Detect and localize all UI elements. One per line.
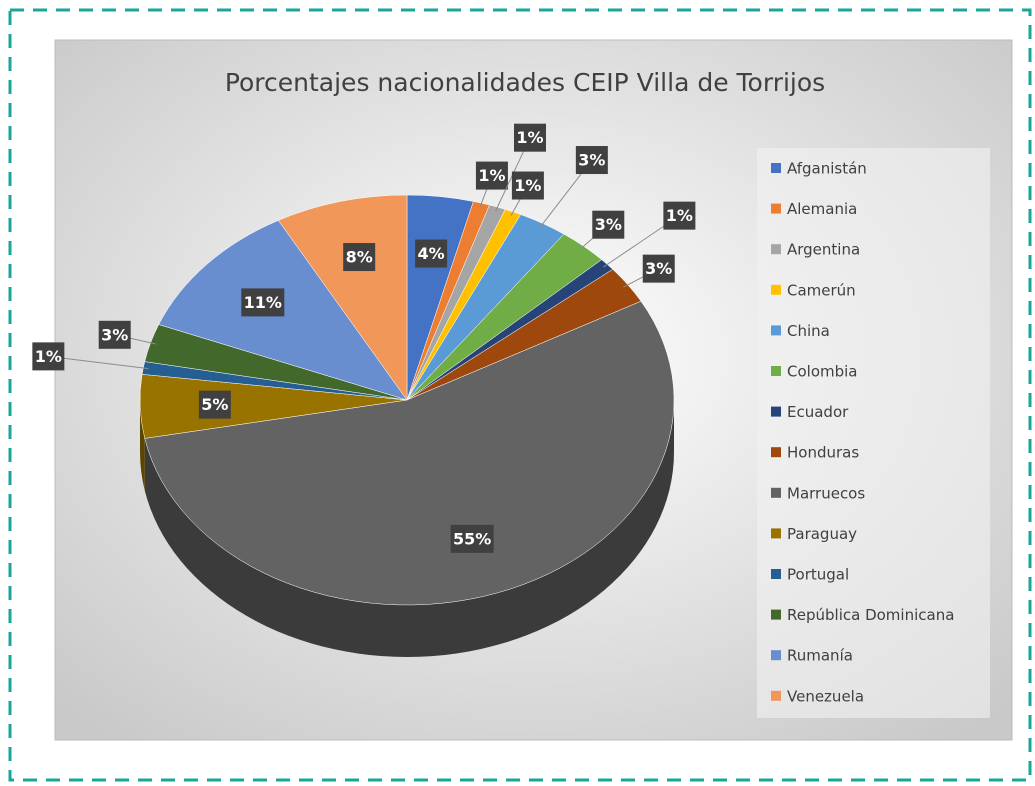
data-label: 1%: [514, 176, 541, 195]
legend-label: Honduras: [787, 444, 859, 462]
legend-label: Rumanía: [787, 647, 853, 665]
legend-swatch: [771, 528, 781, 539]
legend-label: Argentina: [787, 241, 860, 259]
label-box: [663, 201, 696, 230]
legend-label: China: [787, 322, 830, 340]
data-label: 1%: [666, 206, 693, 225]
label-box: [343, 243, 376, 272]
data-label: 1%: [478, 166, 505, 185]
data-label: 3%: [595, 215, 622, 234]
slice: [144, 300, 675, 606]
legend-swatch: [771, 406, 781, 417]
legend-swatch: [771, 163, 781, 173]
data-label: 1%: [35, 347, 62, 366]
label-box: [575, 146, 608, 175]
label-box: [198, 390, 231, 419]
slice-side: [144, 400, 674, 658]
legend-swatch: [771, 569, 781, 579]
legend-swatch: [771, 609, 781, 620]
legend-label: Paraguay: [787, 525, 857, 543]
label-box: [450, 524, 494, 553]
data-label: 4%: [418, 244, 445, 263]
label-box: [514, 123, 547, 152]
legend-label: Portugal: [787, 566, 849, 584]
legend: [757, 148, 990, 718]
legend-swatch: [771, 244, 781, 255]
label-box: [592, 210, 625, 239]
legend-swatch: [771, 487, 781, 498]
legend-swatch: [771, 447, 781, 458]
label-box: [511, 171, 544, 200]
legend-label: Marruecos: [787, 484, 865, 502]
legend-label: Ecuador: [787, 403, 849, 421]
legend-swatch: [771, 650, 781, 661]
legend-label: Camerún: [787, 281, 856, 299]
legend-label: Venezuela: [787, 687, 864, 705]
page-border: [8, 8, 1032, 782]
label-box: [415, 239, 448, 268]
legend-label: Afganistán: [787, 160, 867, 178]
label-box: [642, 254, 675, 283]
legend-swatch: [771, 203, 781, 214]
label-box: [241, 288, 285, 317]
chart-title: Porcentajes nacionalidades CEIP Villa de…: [225, 68, 825, 97]
legend-label: Alemania: [787, 200, 857, 218]
label-box: [32, 342, 65, 371]
slice-side: [140, 400, 145, 491]
label-box: [98, 320, 131, 349]
data-label: 55%: [453, 529, 491, 548]
data-label: 8%: [346, 248, 373, 267]
legend-swatch: [771, 284, 781, 295]
leader-line: [48, 355, 149, 370]
data-label: 3%: [578, 151, 605, 170]
legend-swatch: [771, 690, 781, 701]
data-label: 5%: [201, 395, 228, 414]
data-label: 11%: [244, 293, 282, 312]
data-label: 3%: [101, 325, 128, 344]
legend-swatch: [771, 325, 781, 336]
legend-label: República Dominicana: [787, 606, 954, 624]
label-box: [475, 161, 508, 190]
legend-label: Colombia: [787, 363, 858, 381]
data-label: 1%: [516, 128, 543, 147]
legend-swatch: [771, 366, 781, 376]
data-label: 3%: [645, 259, 672, 278]
